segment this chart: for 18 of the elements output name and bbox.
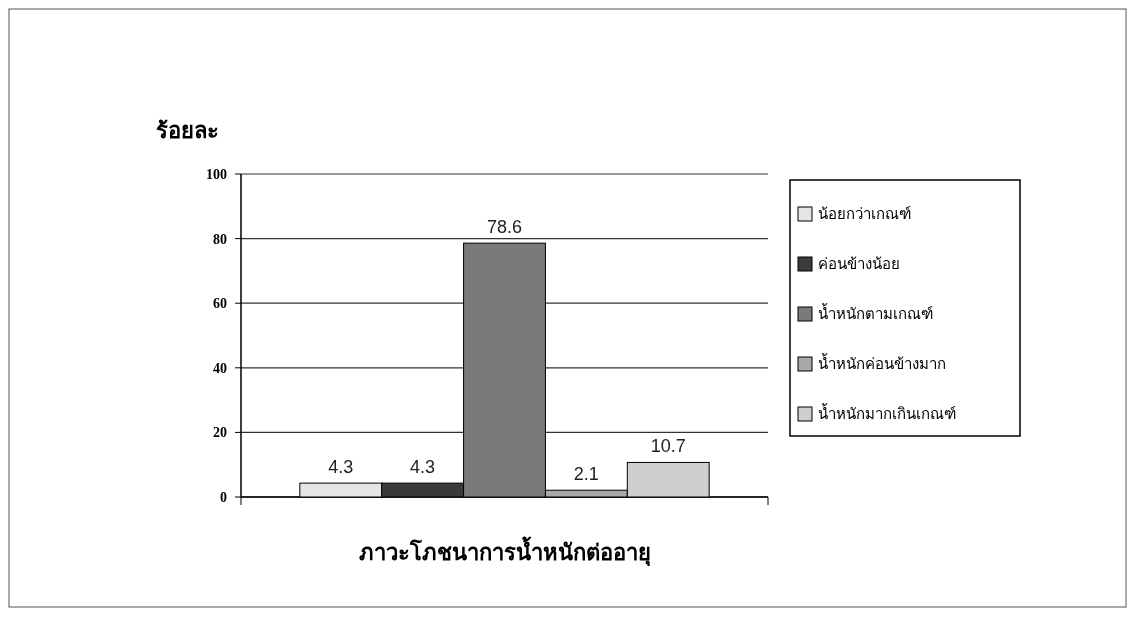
data-label: 4.3	[410, 457, 436, 478]
data-label: 78.6	[486, 217, 523, 238]
y-tick-label: 40	[213, 360, 227, 376]
legend-label: น้ำหนักค่อนข้างมาก	[818, 353, 946, 374]
y-tick-label: 60	[213, 296, 227, 312]
legend-label: น้อยกว่าเกณฑ์	[818, 205, 911, 224]
y-tick-label: 20	[213, 425, 227, 441]
data-label: 4.3	[328, 457, 354, 478]
x-tick-label: ภาวะโภชนาการน้ำหนักต่ออายุ	[358, 536, 651, 567]
legend-label: ค่อนข้างน้อย	[818, 255, 900, 274]
data-label: 2.1	[573, 464, 599, 485]
y-tick-label: 100	[206, 166, 227, 182]
y-tick-label: 80	[213, 231, 227, 247]
y-tick-label: 0	[220, 489, 227, 505]
legend-label: น้ำหนักมากเกินเกณฑ์	[818, 403, 956, 424]
y-axis-title: ร้อยละ	[156, 118, 219, 143]
legend-label: น้ำหนักตามเกณฑ์	[818, 303, 933, 324]
data-label: 10.7	[650, 436, 686, 457]
